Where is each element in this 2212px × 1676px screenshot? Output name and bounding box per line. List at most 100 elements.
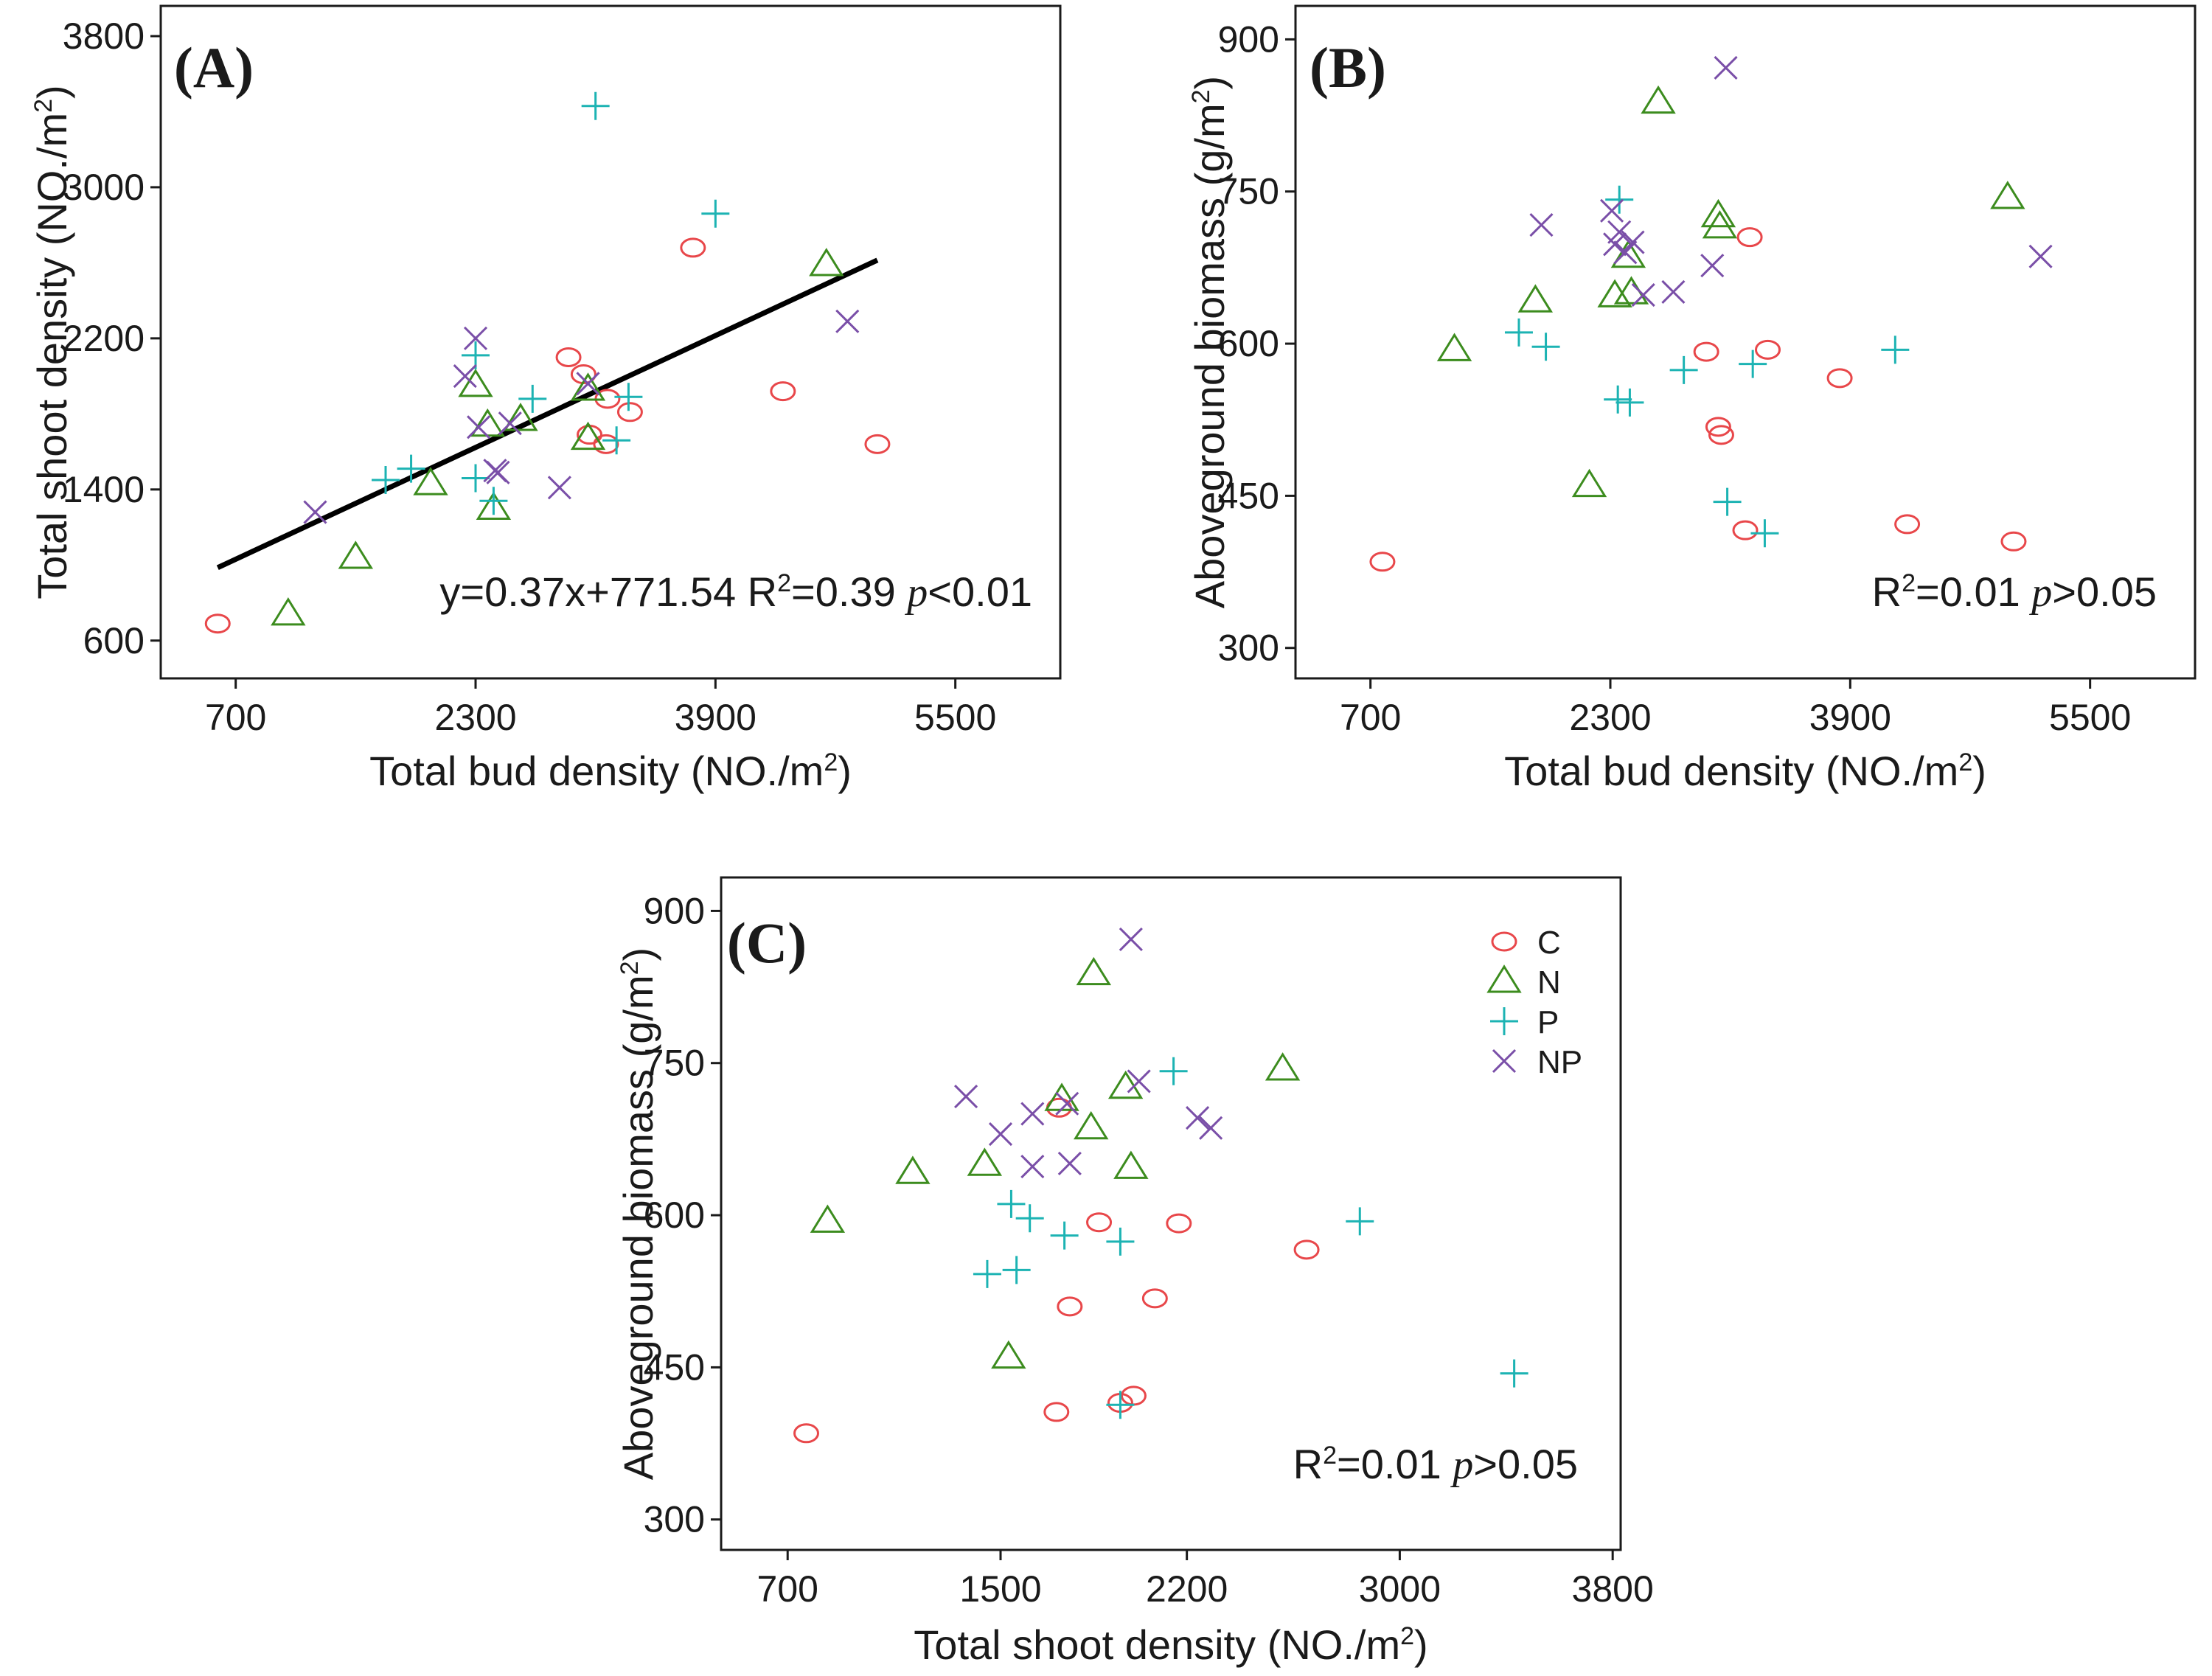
point-np <box>498 411 522 436</box>
point-c <box>616 402 643 423</box>
y-tick-label: 300 <box>1218 627 1279 669</box>
point-c <box>1057 1296 1083 1317</box>
point-n <box>570 372 606 401</box>
point-p <box>1346 1207 1374 1236</box>
y-axis-title: Total shoot density (NO./m2) <box>29 85 75 599</box>
point-np <box>1186 1105 1210 1130</box>
x-tick-label: 2200 <box>1146 1568 1228 1610</box>
point-np <box>576 372 600 396</box>
point-np <box>954 1085 978 1109</box>
point-c <box>793 1423 820 1444</box>
point-np <box>1621 230 1645 254</box>
point-c <box>680 237 706 258</box>
point-p <box>462 464 490 493</box>
point-p <box>1159 1057 1188 1085</box>
point-c <box>593 434 619 454</box>
point-n <box>1700 198 1736 228</box>
x-tick-label: 2300 <box>1569 697 1651 738</box>
point-np <box>463 326 488 350</box>
y-tick-label: 900 <box>644 890 705 931</box>
point-n <box>1107 1070 1144 1099</box>
point-np <box>1661 279 1686 304</box>
point-c <box>1705 417 1731 437</box>
point-np <box>1020 1154 1045 1179</box>
plot-frame <box>159 4 1062 680</box>
point-p <box>1050 1221 1079 1250</box>
point-p <box>1750 519 1779 548</box>
point-n <box>809 248 844 277</box>
plot-frame <box>720 876 1622 1551</box>
point-np <box>1714 55 1738 80</box>
point-c <box>770 381 796 402</box>
y-tick-label: 600 <box>644 1195 705 1236</box>
y-axis-title: Aboveground biomass (g/m2) <box>615 947 661 1480</box>
point-p <box>1739 350 1767 378</box>
point-n <box>1113 1150 1149 1179</box>
point-np <box>2028 244 2053 268</box>
x-tick-label: 5500 <box>914 697 996 738</box>
point-np <box>1199 1116 1223 1140</box>
point-c <box>1369 552 1396 572</box>
point-np <box>1613 240 1638 265</box>
point-c <box>1086 1212 1113 1233</box>
point-c <box>1141 1288 1168 1309</box>
point-n <box>1641 85 1676 114</box>
point-p <box>581 91 610 120</box>
point-p <box>1531 333 1560 361</box>
point-np <box>1607 220 1632 244</box>
point-np <box>483 459 507 483</box>
point-c <box>1736 227 1763 248</box>
x-tick-label: 700 <box>757 1568 818 1610</box>
point-n <box>1702 210 1738 239</box>
point-n <box>810 1204 846 1233</box>
point-n <box>1517 284 1554 313</box>
point-np <box>453 364 477 389</box>
y-tick-label: 600 <box>1218 323 1279 364</box>
stats-annotation: R2=0.01 p>0.05 <box>1293 1441 1578 1488</box>
point-p <box>518 384 547 413</box>
panel-c: 700 1500 2200 3000 3800 300 450 600 750 900 Total … <box>615 876 1654 1668</box>
x-axis-title: Total bud density (NO./m2) <box>1504 748 1986 794</box>
point-np <box>1599 198 1624 223</box>
x-tick-label: 2300 <box>434 697 516 738</box>
point-p <box>1604 385 1632 414</box>
point-c <box>1693 341 1719 362</box>
y-axis-title: Aboveground biomass (g/m2) <box>1186 76 1233 608</box>
point-c <box>1043 1402 1070 1422</box>
point-p <box>1713 487 1742 516</box>
point-p <box>1881 335 1910 364</box>
point-p <box>372 466 400 495</box>
point-p <box>701 199 730 228</box>
point-n <box>967 1147 1003 1176</box>
x-tick-label: 3000 <box>1359 1568 1441 1610</box>
point-c <box>1732 520 1759 540</box>
point-n <box>1571 468 1607 498</box>
triangle-marker <box>1486 964 1522 993</box>
panel-label: (C) <box>727 911 807 975</box>
y-tick-label: 2200 <box>63 318 145 359</box>
point-p <box>397 454 425 483</box>
panel-label: (A) <box>174 35 254 100</box>
x-tick-label: 3900 <box>675 697 757 738</box>
point-c <box>1293 1239 1320 1260</box>
y-tick-label: 1400 <box>63 469 145 510</box>
point-c <box>1166 1213 1192 1234</box>
point-c <box>1708 425 1734 445</box>
point-p <box>1106 1227 1135 1256</box>
point-np <box>1057 1151 1082 1175</box>
point-n <box>338 540 374 569</box>
panel-a: 700 2300 3900 5500 600 1400 2200 3000 3800 Total … <box>29 4 1062 794</box>
point-p <box>1605 185 1634 214</box>
point-np <box>547 476 571 500</box>
point-n <box>1610 239 1646 268</box>
point-c <box>555 347 582 367</box>
regression-line <box>216 257 879 571</box>
legend-label-c: C <box>1537 925 1561 961</box>
point-c <box>2000 531 2027 552</box>
x-axis-title: Total bud density (NO./m2) <box>369 748 852 794</box>
point-p <box>1015 1204 1044 1233</box>
stats-annotation: y=0.37x+771.54 R2=0.39 p<0.01 <box>439 568 1032 616</box>
point-c <box>1826 368 1853 389</box>
point-c <box>1755 339 1781 360</box>
